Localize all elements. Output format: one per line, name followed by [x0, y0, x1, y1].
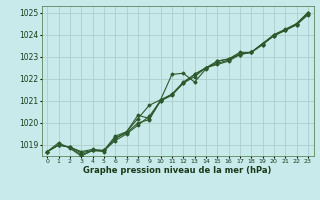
- X-axis label: Graphe pression niveau de la mer (hPa): Graphe pression niveau de la mer (hPa): [84, 166, 272, 175]
